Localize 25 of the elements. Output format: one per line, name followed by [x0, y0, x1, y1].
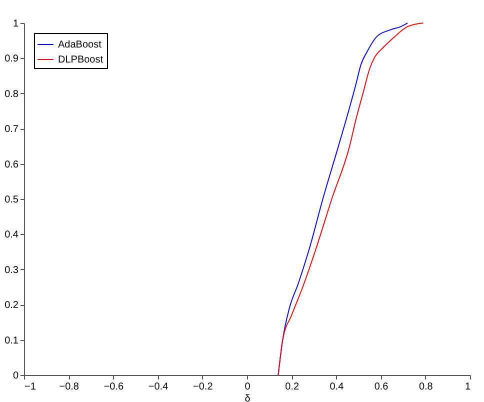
legend-label: AdaBoost — [58, 40, 102, 50]
y-tick-label: 0.3 — [4, 264, 19, 276]
x-tick-label: 0.4 — [330, 382, 344, 392]
x-tick-label: 0 — [244, 382, 251, 392]
y-tick-label: 0.6 — [4, 159, 19, 170]
x-tick-label: 0.6 — [374, 382, 389, 392]
y-tick-label: 0.9 — [4, 54, 19, 65]
legend-label: DLPBoost — [58, 54, 104, 66]
x-tick-label: −0.4 — [148, 382, 169, 392]
y-tick-label: 1 — [12, 18, 19, 30]
y-tick-label: 0 — [12, 370, 19, 382]
y-tick-label: 0.2 — [4, 300, 19, 312]
y-tick-label: 0.7 — [4, 124, 19, 136]
y-tick-label: 0.8 — [4, 88, 19, 100]
x-axis-title: δ — [244, 394, 251, 402]
x-tick-label: −0.6 — [104, 382, 124, 392]
x-tick-label: −0.2 — [193, 382, 214, 392]
x-tick-label: 1 — [464, 382, 471, 392]
x-tick-label: −1 — [24, 382, 36, 392]
y-tick-label: 0.1 — [4, 335, 19, 346]
x-tick-label: 0.8 — [418, 382, 434, 392]
x-tick-label: 0.2 — [285, 382, 300, 392]
y-tick-label: 0.5 — [4, 194, 19, 206]
x-tick-label: −0.8 — [59, 382, 80, 392]
y-tick-label: 0.4 — [4, 230, 19, 241]
